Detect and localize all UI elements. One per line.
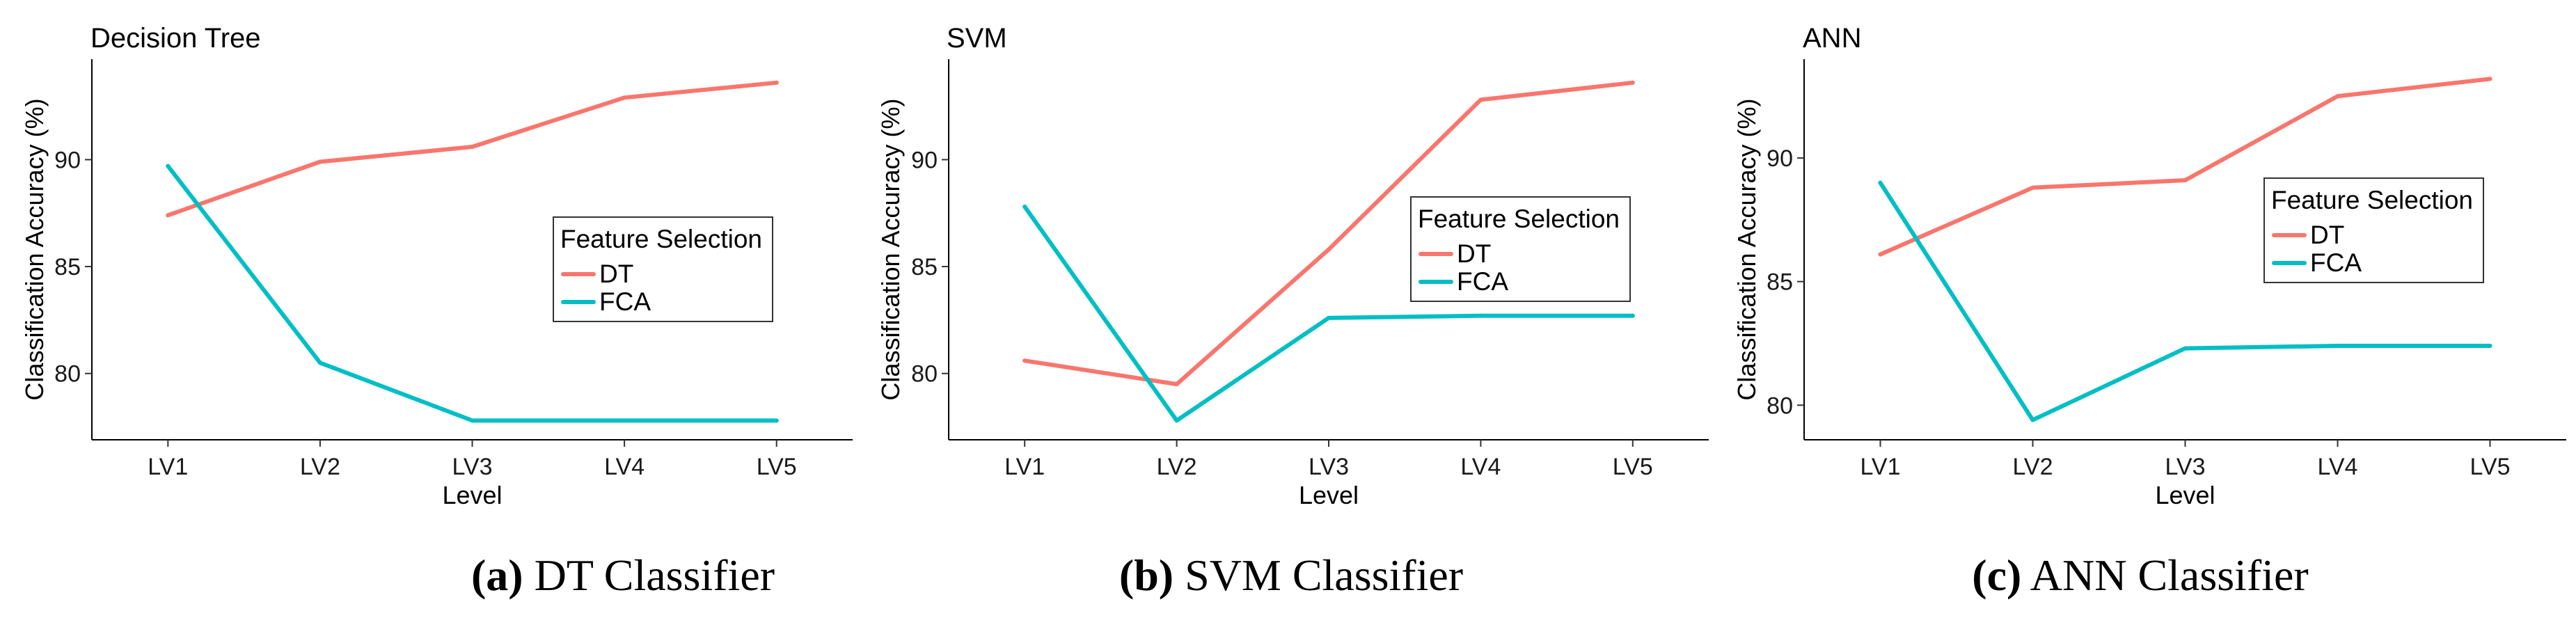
y-tick-label: 90 <box>54 147 81 173</box>
data-point-fca <box>2488 344 2492 349</box>
x-tick-label: LV4 <box>1460 454 1501 480</box>
data-point-fca <box>470 418 475 423</box>
caption-a: (a) DT Classifier <box>205 550 1041 601</box>
x-tick-label: LV2 <box>1157 454 1197 480</box>
data-point-fca <box>622 418 627 423</box>
legend-entry-dt: DT <box>1457 239 1491 268</box>
caption-c: (c) ANN Classifier <box>1723 550 2558 601</box>
x-tick-label: LV1 <box>148 454 188 480</box>
y-axis-label: Classification Accuracy (%) <box>20 98 49 400</box>
x-tick-label: LV2 <box>300 454 340 480</box>
legend-entry-fca: FCA <box>2310 248 2362 277</box>
caption-a-label: (a) <box>471 550 523 600</box>
caption-b-label: (b) <box>1119 550 1174 600</box>
data-point-fca <box>317 360 322 365</box>
y-axis-label: Classification Accuracy (%) <box>876 98 905 400</box>
legend-title: Feature Selection <box>2271 186 2473 214</box>
data-point-fca <box>2335 344 2340 349</box>
data-point-fca <box>166 164 171 168</box>
y-tick-label: 90 <box>911 147 938 173</box>
y-tick-label: 85 <box>54 254 81 280</box>
x-tick-label: LV3 <box>2165 454 2206 480</box>
x-axis-label: Level <box>442 481 502 509</box>
data-point-fca <box>2183 346 2188 351</box>
data-point-dt <box>774 80 779 85</box>
y-tick-label: 85 <box>911 254 938 280</box>
chart-title: ANN <box>1803 23 1861 54</box>
x-tick-label: LV1 <box>1860 454 1901 480</box>
data-point-dt <box>2183 178 2188 183</box>
data-point-dt <box>2335 94 2340 99</box>
legend-title: Feature Selection <box>1418 205 1620 233</box>
x-tick-label: LV5 <box>757 454 797 480</box>
data-point-fca <box>1478 313 1483 318</box>
data-point-dt <box>1327 247 1331 252</box>
x-tick-label: LV4 <box>604 454 645 480</box>
x-tick-label: LV3 <box>1309 454 1349 480</box>
caption-a-text: DT Classifier <box>534 550 775 600</box>
legend-entry-fca: FCA <box>1457 267 1508 296</box>
chart-title: Decision Tree <box>90 23 261 54</box>
legend-entry-dt: DT <box>2310 221 2344 249</box>
x-tick-label: LV2 <box>2013 454 2053 480</box>
caption-c-label: (c) <box>1972 550 2022 600</box>
y-tick-label: 80 <box>54 361 81 388</box>
legend-entry-dt: DT <box>599 260 633 288</box>
y-tick-label: 80 <box>911 361 938 388</box>
data-point-dt <box>317 159 322 164</box>
data-point-fca <box>1630 313 1635 318</box>
data-point-dt <box>2030 185 2035 190</box>
x-tick-label: LV5 <box>2470 454 2511 480</box>
y-tick-label: 85 <box>1767 269 1793 296</box>
x-axis-label: Level <box>1299 481 1359 509</box>
x-tick-label: LV4 <box>2318 454 2358 480</box>
series-line-dt <box>166 80 779 218</box>
x-tick-label: LV3 <box>452 454 493 480</box>
y-tick-label: 80 <box>1767 392 1793 419</box>
y-axis-label: Classification Accuracy (%) <box>1732 98 1761 400</box>
x-tick-label: LV1 <box>1004 454 1045 480</box>
data-point-fca <box>2030 418 2035 422</box>
legend-entry-fca: FCA <box>599 287 651 316</box>
data-point-dt <box>1174 382 1179 387</box>
data-point-dt <box>470 144 475 149</box>
data-point-dt <box>2488 77 2492 81</box>
data-point-fca <box>1327 315 1331 320</box>
y-tick-label: 90 <box>1767 145 1793 172</box>
chart-panel-2: SVM 80 85 90 LV1 LV2 LV3 LV4 LV5 Level Classificat… <box>876 23 1709 509</box>
caption-b: (b) SVM Classifier <box>874 550 1709 601</box>
x-axis-label: Level <box>2155 481 2215 509</box>
data-point-fca <box>1878 180 1883 185</box>
legend-title: Feature Selection <box>560 225 762 253</box>
chart-panel-3: ANN 80 85 90 LV1 LV2 LV3 LV4 LV5 Level Classificat… <box>1732 23 2566 509</box>
data-point-fca <box>774 418 779 423</box>
data-point-dt <box>166 213 171 218</box>
data-point-dt <box>1478 97 1483 102</box>
data-point-dt <box>1630 80 1635 85</box>
chart-panel-1: Decision Tree 80 85 90 LV1 LV2 LV3 LV4 LV5 Level C… <box>20 23 853 509</box>
data-point-dt <box>622 95 627 100</box>
x-tick-label: LV5 <box>1613 454 1653 480</box>
data-point-dt <box>1022 358 1027 363</box>
data-point-fca <box>1174 418 1179 423</box>
chart-title: SVM <box>947 23 1007 54</box>
data-point-fca <box>1022 205 1027 209</box>
data-point-dt <box>1878 252 1883 257</box>
caption-c-text: ANN Classifier <box>2030 550 2309 600</box>
caption-b-text: SVM Classifier <box>1185 550 1464 600</box>
